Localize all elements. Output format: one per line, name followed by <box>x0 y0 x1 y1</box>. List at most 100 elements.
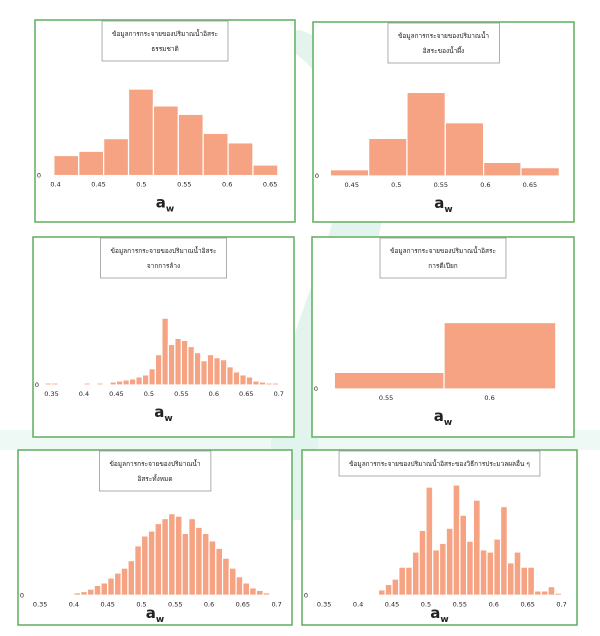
bar <box>398 566 407 596</box>
bar <box>109 381 118 386</box>
x-tick-label: 0.6 <box>209 390 219 398</box>
x-axis-label-base: a <box>156 194 166 212</box>
bar <box>86 588 95 596</box>
bar <box>406 91 446 177</box>
title-line: การตีเปียก <box>428 262 457 270</box>
bar <box>201 532 210 596</box>
bar <box>513 551 522 596</box>
bar <box>262 592 271 596</box>
bar <box>181 532 190 596</box>
x-tick-label: 0.35 <box>317 600 331 608</box>
x-tick-label: 0.5 <box>136 181 146 189</box>
bar <box>32 593 41 596</box>
x-tick-label: 0.6 <box>204 600 214 608</box>
title-box <box>100 237 227 279</box>
x-tick-label: 0.5 <box>421 600 431 608</box>
chart-panel: ข้อมูลการกระจายของปริมาณน้ำอิสระของน้ำผึ… <box>312 21 575 223</box>
x-tick-label: 0.7 <box>271 600 281 608</box>
bar <box>83 382 92 386</box>
title-box <box>99 450 212 492</box>
bar <box>368 137 408 177</box>
bar <box>228 567 237 596</box>
bar <box>177 113 204 177</box>
bar <box>271 382 280 386</box>
title-line: ข้อมูลการกระจายของปริมาณน้ำอิสระของวิธีก… <box>349 459 530 468</box>
bar <box>323 593 332 596</box>
x-tick-label: 0.55 <box>379 394 393 402</box>
bar <box>554 592 563 596</box>
bar <box>200 360 208 386</box>
x-tick-label: 0.7 <box>556 600 566 608</box>
x-tick-label: 0.45 <box>385 600 399 608</box>
bar <box>239 374 247 386</box>
bar <box>265 382 273 386</box>
bar <box>154 522 163 596</box>
title-line: ธรรมชาติ <box>151 45 179 53</box>
bar <box>459 514 468 596</box>
bar <box>235 576 244 596</box>
x-axis-label-base: a <box>154 403 164 421</box>
bar <box>242 582 251 596</box>
x-tick-label: 0.6 <box>222 181 232 189</box>
chart-title: ข้อมูลการกระจายของปริมาณน้ำอิสระธรรมชาติ <box>112 29 218 53</box>
x-tick-label: 0.35 <box>33 600 47 608</box>
x-tick-label: 0.6 <box>484 394 494 402</box>
bar <box>221 557 230 596</box>
y-tick-label: 0 <box>20 591 24 599</box>
bar <box>135 376 143 386</box>
title-line: อิสระทั้งหมด <box>137 474 172 483</box>
y-tick-label: 0 <box>37 172 41 180</box>
x-tick-label: 0.55 <box>453 600 467 608</box>
bar <box>245 376 254 386</box>
x-tick-label: 0.35 <box>44 390 58 398</box>
bar <box>93 584 102 596</box>
x-tick-label: 0.65 <box>236 600 250 608</box>
title-line: ข้อมูลการกระจายของปริมาณน้ำ <box>109 459 200 468</box>
bar <box>493 538 502 596</box>
bar <box>187 345 195 386</box>
x-axis-label-subscript: w <box>444 205 452 215</box>
bar <box>154 354 163 386</box>
x-axis-label-subscript: w <box>440 615 448 625</box>
bar <box>333 371 445 390</box>
x-tick-label: 0.4 <box>79 390 89 398</box>
title-box <box>379 237 507 279</box>
bar <box>53 154 80 177</box>
x-axis-label-subscript: w <box>166 205 174 215</box>
bar <box>167 513 176 596</box>
x-tick-label: 0.45 <box>109 390 123 398</box>
x-tick-label: 0.65 <box>523 181 537 189</box>
bar <box>148 368 156 386</box>
bar <box>50 382 59 386</box>
x-tick-label: 0.55 <box>434 181 448 189</box>
bar <box>96 382 105 386</box>
bar <box>466 540 475 596</box>
bar <box>452 484 461 596</box>
chart-title: ข้อมูลการกระจายของปริมาณน้ำอิสระของวิธีก… <box>349 459 530 468</box>
chart-panel: ข้อมูลการกระจายของปริมาณน้ำอิสระธรรมชาติ… <box>34 19 296 223</box>
x-tick-label: 0.65 <box>263 181 277 189</box>
bar <box>438 542 447 596</box>
title-line: ข้อมูลการกระจายของปริมาณน้ำอิสระ <box>111 246 217 255</box>
chart-title: ข้อมูลการกระจายของปริมาณน้ำอิสระทั้งหมด <box>109 459 200 483</box>
bar <box>219 359 228 386</box>
bar <box>316 593 325 596</box>
title-box <box>338 450 541 477</box>
chart-title: ข้อมูลการกระจายของปริมาณน้ำอิสระจากการล้… <box>111 246 217 270</box>
chart-panel: ข้อมูลการกระจายของปริมาณน้ำอิสระทั้งหมด 0… <box>17 449 293 626</box>
x-axis-label: aw <box>154 403 172 424</box>
bar <box>258 381 267 386</box>
bar <box>188 517 197 596</box>
x-axis-label: aw <box>146 604 164 625</box>
bar <box>391 578 400 596</box>
bar <box>486 551 495 596</box>
bar <box>174 337 182 386</box>
bar <box>89 383 98 386</box>
x-axis-label: aw <box>156 194 174 215</box>
bar <box>103 138 130 177</box>
bar <box>73 592 82 596</box>
x-axis-label-base: a <box>434 194 444 212</box>
x-tick-label: 0.4 <box>50 181 60 189</box>
bar <box>161 517 170 596</box>
bar <box>330 593 339 596</box>
